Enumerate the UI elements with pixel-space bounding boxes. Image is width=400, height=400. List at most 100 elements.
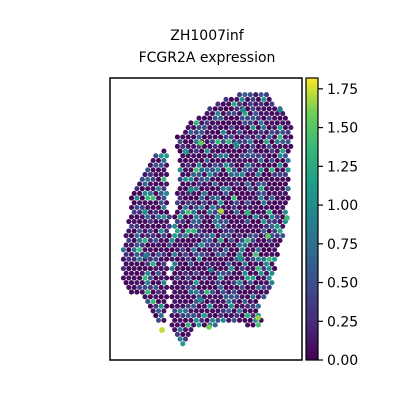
spot — [245, 143, 251, 149]
spot — [201, 181, 207, 187]
spot — [215, 101, 221, 107]
spot — [280, 120, 286, 126]
spot — [242, 223, 248, 229]
plot-frame — [109, 77, 303, 361]
spot — [120, 275, 126, 281]
spot — [228, 284, 234, 290]
spot — [177, 214, 183, 220]
spot — [188, 176, 194, 182]
spot — [272, 106, 278, 112]
spot — [245, 134, 251, 140]
spot — [182, 186, 189, 192]
spot — [153, 200, 159, 206]
spot — [282, 190, 288, 196]
spot — [164, 247, 170, 253]
spot — [250, 172, 256, 178]
spot — [209, 298, 216, 305]
spot — [261, 219, 267, 225]
spot — [196, 237, 202, 243]
spot — [261, 294, 267, 300]
spot — [207, 219, 213, 225]
spot — [242, 242, 248, 248]
spot — [218, 247, 224, 253]
spot — [169, 294, 175, 300]
spot — [145, 176, 151, 182]
spot — [274, 129, 280, 135]
spot — [177, 327, 183, 333]
spot — [218, 275, 224, 281]
spot — [164, 200, 170, 206]
spot — [212, 228, 218, 234]
spot — [258, 129, 264, 135]
colorbar-tick-label: 1.50 — [327, 121, 358, 137]
spot — [172, 214, 178, 220]
spot — [258, 176, 264, 182]
spot — [266, 181, 272, 187]
spot — [209, 308, 216, 314]
spot — [282, 143, 288, 149]
spot — [245, 322, 251, 328]
spot — [234, 134, 240, 140]
spot — [158, 172, 164, 178]
spot — [150, 157, 156, 164]
spot — [247, 195, 253, 201]
spot — [174, 294, 180, 300]
spot — [280, 233, 286, 239]
spot — [215, 317, 221, 323]
spot — [212, 153, 218, 159]
spot — [263, 101, 270, 107]
spot — [150, 204, 156, 211]
spot — [215, 289, 221, 295]
spot — [250, 106, 256, 112]
spot — [272, 115, 278, 121]
spot — [134, 280, 140, 286]
spot — [120, 247, 126, 253]
spot — [128, 251, 135, 258]
spot — [212, 237, 218, 243]
spot — [137, 228, 143, 234]
spot — [185, 294, 191, 300]
spot — [261, 172, 267, 178]
spot — [242, 280, 248, 286]
spot — [193, 233, 199, 239]
spot — [280, 157, 286, 164]
spot — [199, 251, 205, 258]
spot — [228, 256, 234, 262]
spot — [199, 214, 205, 220]
spot — [258, 270, 264, 276]
spot — [153, 190, 159, 196]
spot — [226, 280, 232, 286]
spot — [277, 125, 283, 131]
spot — [174, 228, 180, 234]
spot — [161, 317, 167, 323]
spot — [212, 275, 218, 281]
spot — [231, 204, 237, 211]
spot — [226, 251, 232, 258]
spot — [182, 129, 189, 135]
spot — [204, 298, 210, 305]
spot — [212, 143, 218, 149]
spot — [204, 317, 210, 323]
spot — [239, 190, 245, 196]
spot — [220, 110, 226, 117]
spot — [250, 115, 256, 121]
spot — [226, 298, 232, 305]
spot — [215, 195, 221, 201]
spot — [274, 251, 280, 258]
spot-high — [265, 233, 271, 239]
spot — [182, 261, 189, 267]
spot — [274, 242, 280, 248]
spot — [220, 317, 226, 323]
spot — [236, 317, 243, 323]
spot — [277, 115, 283, 121]
spot — [288, 143, 294, 149]
spot — [250, 322, 256, 328]
spot — [280, 223, 286, 229]
spot — [196, 134, 202, 140]
spot — [182, 139, 189, 145]
spot — [185, 162, 191, 168]
spot — [134, 195, 140, 201]
spot — [164, 266, 170, 272]
spot — [126, 219, 132, 225]
